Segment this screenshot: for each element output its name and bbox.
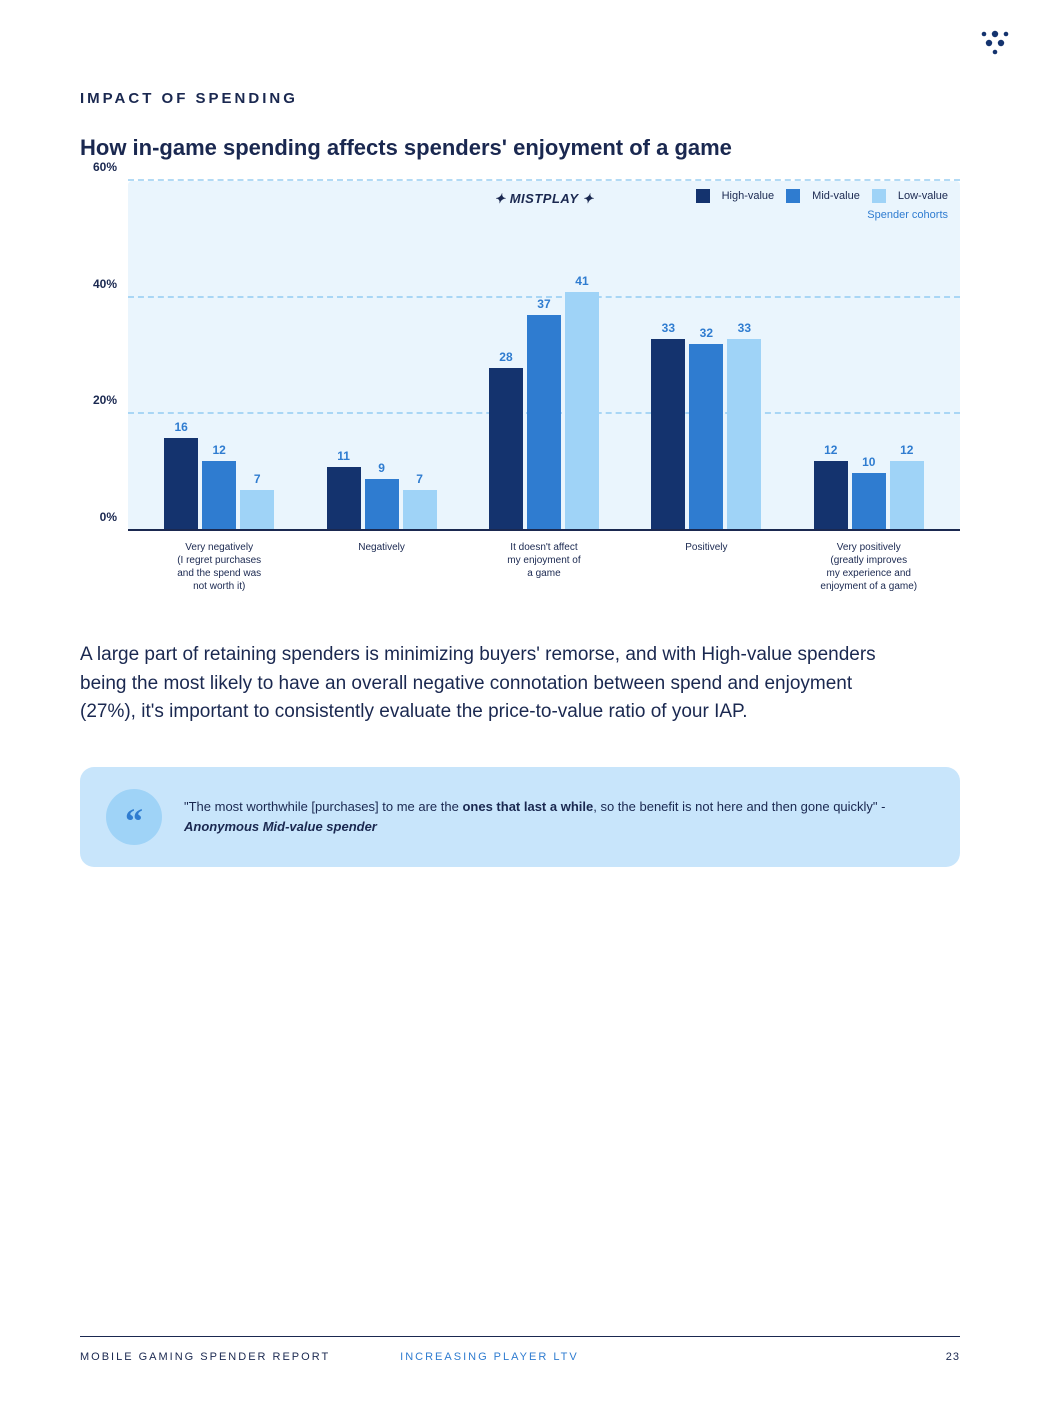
- bar: 12: [202, 461, 236, 531]
- corner-dots-icon: [978, 28, 1012, 63]
- quote-icon: “: [106, 789, 162, 845]
- bar: 9: [365, 479, 399, 532]
- bar-value-label: 12: [213, 443, 226, 457]
- bar-value-label: 41: [575, 274, 588, 288]
- bar: 16: [164, 438, 198, 531]
- section-label: IMPACT OF SPENDING: [80, 90, 960, 107]
- bar-value-label: 10: [862, 455, 875, 469]
- bar: 33: [651, 339, 685, 532]
- bar: 37: [527, 315, 561, 531]
- quote-callout: “ "The most worthwhile [purchases] to me…: [80, 767, 960, 867]
- bar-value-label: 32: [700, 326, 713, 340]
- x-axis-label: It doesn't affectmy enjoyment ofa game: [474, 535, 614, 591]
- x-axis-label: Negatively: [312, 535, 452, 591]
- bar-value-label: 28: [499, 350, 512, 364]
- bar: 33: [727, 339, 761, 532]
- bar-value-label: 11: [337, 449, 350, 463]
- bar-group: 333233: [636, 339, 776, 532]
- bar-value-label: 37: [537, 297, 550, 311]
- bar: 12: [890, 461, 924, 531]
- x-axis-label: Very negatively(I regret purchasesand th…: [149, 535, 289, 591]
- y-tick: 20%: [93, 393, 117, 407]
- bar-value-label: 33: [662, 321, 675, 335]
- bar: 11: [327, 467, 361, 531]
- footer-page: 23: [946, 1351, 960, 1363]
- bar-value-label: 7: [254, 472, 261, 486]
- footer-left: MOBILE GAMING SPENDER REPORT: [80, 1351, 330, 1363]
- bar-value-label: 9: [378, 461, 385, 475]
- footer-center: INCREASING PLAYER LTV: [400, 1351, 946, 1363]
- bar-value-label: 12: [900, 443, 913, 457]
- bar-value-label: 33: [738, 321, 751, 335]
- y-tick: 60%: [93, 160, 117, 174]
- bar: 7: [240, 490, 274, 531]
- body-paragraph: A large part of retaining spenders is mi…: [80, 641, 880, 727]
- bar: 12: [814, 461, 848, 531]
- bar-value-label: 16: [175, 420, 188, 434]
- bar-value-label: 12: [824, 443, 837, 457]
- bar-value-label: 7: [416, 472, 423, 486]
- bar-group: 1197: [312, 467, 452, 531]
- bar-group: 283741: [474, 292, 614, 531]
- bar: 41: [565, 292, 599, 531]
- page-footer: MOBILE GAMING SPENDER REPORT INCREASING …: [80, 1336, 960, 1363]
- y-tick: 40%: [93, 277, 117, 291]
- y-tick: 0%: [100, 510, 117, 524]
- x-axis-label: Positively: [636, 535, 776, 591]
- bar: 28: [489, 368, 523, 531]
- bar: 10: [852, 473, 886, 531]
- x-axis-label: Very positively(greatly improvesmy exper…: [799, 535, 939, 591]
- bar: 7: [403, 490, 437, 531]
- bar-chart: 0%20%40%60% ✦ MISTPLAY ✦ High-valueMid-v…: [80, 181, 960, 591]
- bar-group: 121012: [799, 461, 939, 531]
- chart-title: How in-game spending affects spenders' e…: [80, 135, 960, 161]
- bar: 32: [689, 344, 723, 531]
- bar-group: 16127: [149, 438, 289, 531]
- quote-text: "The most worthwhile [purchases] to me a…: [184, 797, 934, 836]
